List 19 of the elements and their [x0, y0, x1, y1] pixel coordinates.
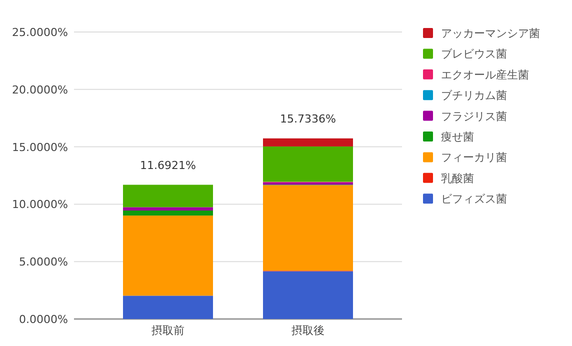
y-tick-label: 0.0000% — [19, 313, 68, 326]
legend-label: フィーカリ菌 — [441, 151, 507, 164]
y-tick-label: 25.0000% — [12, 26, 68, 39]
y-tick-label: 20.0000% — [12, 83, 68, 96]
legend-label: ビフィズス菌 — [441, 192, 507, 206]
x-tick-label: 摂取前 — [152, 324, 184, 337]
legend-label: 痩せ菌 — [441, 130, 474, 144]
total-label: 11.6921% — [140, 158, 196, 172]
legend-label: フラジリス菌 — [441, 110, 507, 123]
x-tick-label: 摂取後 — [292, 324, 324, 337]
legend-label: エクオール産生菌 — [441, 68, 529, 82]
y-tick-label: 5.0000% — [19, 256, 68, 269]
y-tick-label: 10.0000% — [12, 198, 68, 212]
y-tick-label: 15.0000% — [12, 140, 68, 154]
legend-label: 乳酸菌 — [441, 172, 474, 185]
legend-label: ブレビウス菌 — [441, 48, 507, 61]
legend-label: ブチリカム菌 — [441, 89, 507, 102]
legend-label: アッカーマンシア菌 — [441, 27, 540, 40]
total-label: 15.7336% — [280, 112, 336, 126]
